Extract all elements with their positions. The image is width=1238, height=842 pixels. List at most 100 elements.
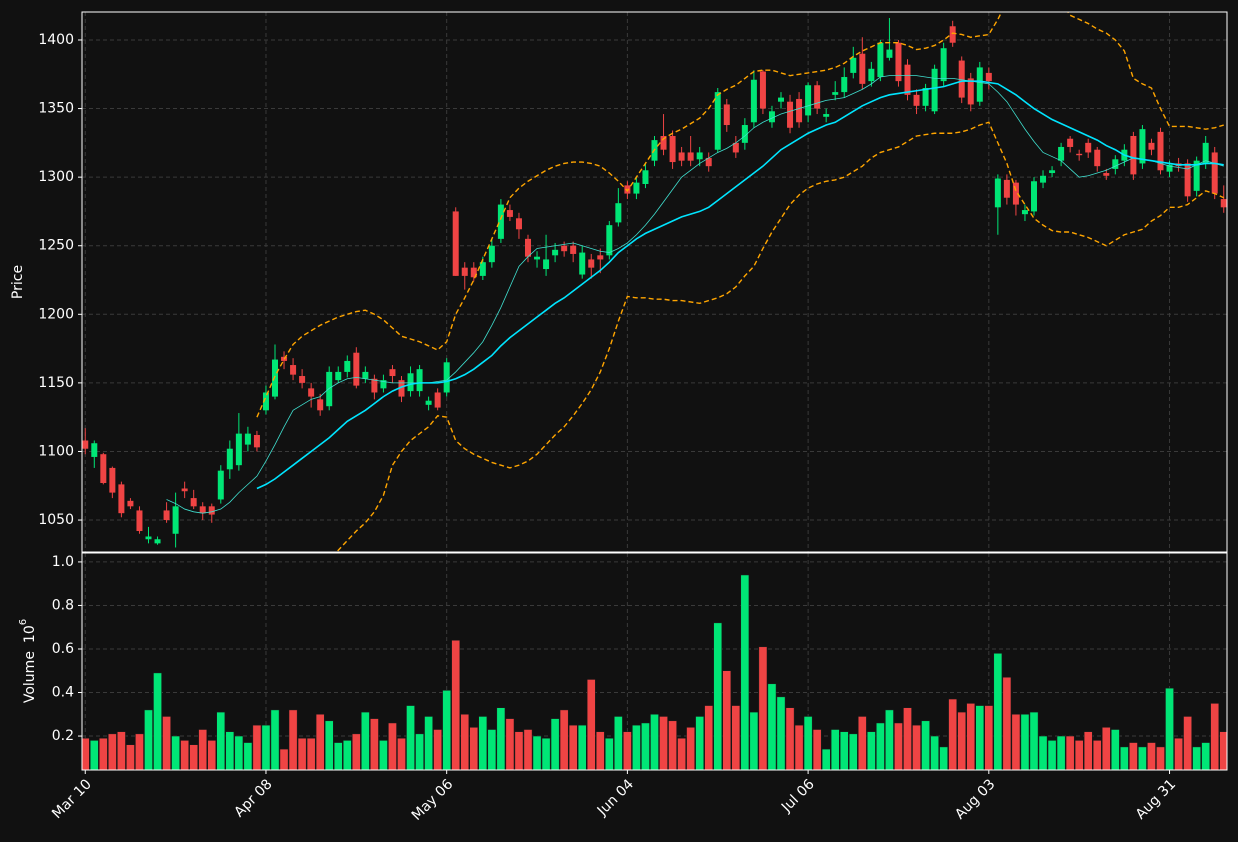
volume-bar (342, 740, 352, 770)
candle-body (127, 500, 134, 507)
volume-bar (595, 731, 605, 770)
volume-bar (803, 716, 813, 770)
volume-bar (785, 707, 795, 770)
volume-bar (867, 731, 876, 770)
volume-bar (388, 722, 397, 770)
candle-body (461, 267, 468, 276)
x-tick-label: Mar 10 (49, 776, 95, 822)
volume-bar (794, 724, 804, 770)
candle-body (570, 245, 577, 254)
volume-bar (749, 711, 759, 770)
candle-body (91, 443, 98, 457)
candle-body (958, 60, 965, 98)
volume-label: Volume (22, 651, 38, 703)
candle-body (597, 255, 604, 260)
volume-bar (406, 705, 415, 770)
candle-body (488, 245, 495, 263)
candle-body (470, 267, 477, 278)
candle-body (262, 392, 269, 411)
candle-body (588, 259, 595, 268)
volume-bar (324, 720, 334, 770)
volume-bar (839, 731, 849, 770)
candle-body (859, 53, 866, 84)
volume-bar (704, 705, 714, 770)
volume-bar (460, 714, 470, 770)
x-tick-label: Apr 08 (231, 776, 275, 820)
volume-bar (614, 716, 623, 770)
y-tick-label: 1050 (38, 512, 74, 528)
volume-bar (424, 716, 433, 770)
candle-body (335, 371, 342, 381)
volume-bar (767, 683, 777, 770)
y-tick-label: 1400 (38, 32, 74, 48)
indicator-line (256, 12, 1224, 418)
candle-body (172, 506, 179, 534)
candle-body (1030, 181, 1037, 212)
volume-bar (469, 727, 479, 770)
candle-body (543, 259, 550, 270)
volume-bar (848, 733, 858, 770)
x-tick-label: May 06 (409, 776, 457, 824)
candle-body (1067, 138, 1074, 147)
volume-bar (1174, 737, 1183, 770)
volume-bar (632, 724, 641, 770)
candle-body (904, 64, 911, 95)
candle-body (1112, 159, 1119, 169)
volume-bar (1011, 714, 1021, 770)
volume-bar (930, 735, 939, 770)
candle-body (389, 369, 396, 377)
candle-body (1166, 164, 1173, 172)
candle-body (217, 470, 224, 500)
candle-body (579, 252, 586, 275)
volume-bar (1183, 716, 1192, 770)
y-tick-label: 1250 (38, 238, 74, 254)
volume-bar (1056, 735, 1066, 770)
volume-bar (577, 724, 587, 770)
volume-scale-power: 6 (18, 619, 29, 625)
volume-bar (885, 709, 894, 770)
candle-body (1157, 131, 1164, 171)
volume-bar (523, 729, 533, 770)
volume-bar (144, 709, 153, 770)
candle-body (425, 400, 432, 405)
candle-body (1085, 142, 1092, 153)
candle-body (326, 371, 333, 407)
volume-bar (207, 740, 217, 770)
volume-bar (984, 705, 994, 770)
volume-bar (858, 716, 867, 770)
candle-body (1021, 210, 1028, 215)
volume-bar (975, 705, 985, 770)
volume-bar (162, 716, 171, 770)
candle-body (669, 135, 676, 163)
candle-body (109, 467, 116, 493)
volume-bar (1210, 703, 1220, 770)
volume-bar (821, 748, 831, 770)
candle-body (181, 488, 188, 492)
candle-body (796, 98, 803, 123)
volume-bar (89, 740, 99, 770)
panel-frame (81, 552, 1228, 771)
volume-bar (279, 748, 289, 770)
y-tick-label: 1100 (38, 443, 74, 459)
candle-body (235, 433, 242, 466)
indicator-line (256, 80, 1224, 490)
candle-body (660, 135, 667, 150)
candle-body (886, 49, 893, 58)
indicator-line (166, 75, 1224, 514)
volume-bar (1156, 746, 1165, 770)
candle-body (1148, 142, 1155, 150)
candle-body (895, 42, 902, 82)
candle-body (534, 256, 541, 260)
candle-body (1139, 129, 1146, 164)
candle-body (823, 114, 830, 117)
candle-body (940, 48, 947, 82)
candle-body (922, 87, 929, 106)
volume-bar (1147, 742, 1156, 770)
volume-bar (1111, 729, 1120, 770)
volume-bar (117, 731, 126, 770)
candle-body (118, 484, 125, 514)
candle-body (299, 376, 306, 383)
x-tick-label: Jul 06 (778, 776, 818, 816)
candle-body (226, 448, 233, 470)
candle-body (732, 142, 739, 153)
